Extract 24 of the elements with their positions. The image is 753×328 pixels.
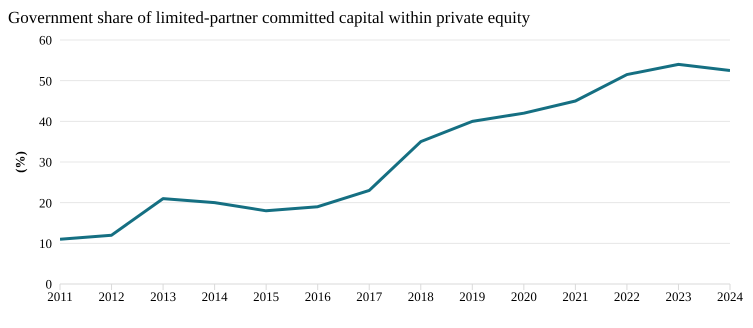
y-tick-label: 30	[39, 154, 52, 170]
y-tick-label: 60	[39, 32, 52, 48]
line-series	[60, 62, 730, 241]
x-tick-label: 2014	[202, 289, 228, 304]
x-tick-label: 2020	[510, 289, 537, 304]
y-tick-label: 40	[39, 114, 52, 129]
y-tick-label: 50	[39, 73, 52, 88]
x-tick-label: 2011	[47, 289, 73, 304]
x-tick-label: 2012	[98, 289, 125, 304]
chart-title: Government share of limited-partner committed capital within private equity	[8, 8, 532, 28]
x-tick-label: 2017	[356, 289, 383, 304]
x-tick-label: 2022	[614, 289, 640, 304]
y-axis-title: (%)	[12, 151, 28, 173]
x-tick-label: 2016	[304, 289, 332, 304]
x-tick-label: 2013	[150, 289, 176, 304]
x-tick-label: 2015	[253, 289, 280, 304]
y-tick-label: 0	[46, 276, 52, 292]
x-tick-label: 2018	[408, 289, 434, 304]
y-tick-label: 10	[39, 236, 52, 251]
x-tick-label: 2019	[459, 289, 486, 304]
x-tick-label: 2024	[717, 289, 744, 304]
y-tick-label: 20	[39, 195, 52, 210]
x-tick-label: 2021	[562, 289, 588, 304]
x-tick-label: 2023	[665, 289, 692, 304]
